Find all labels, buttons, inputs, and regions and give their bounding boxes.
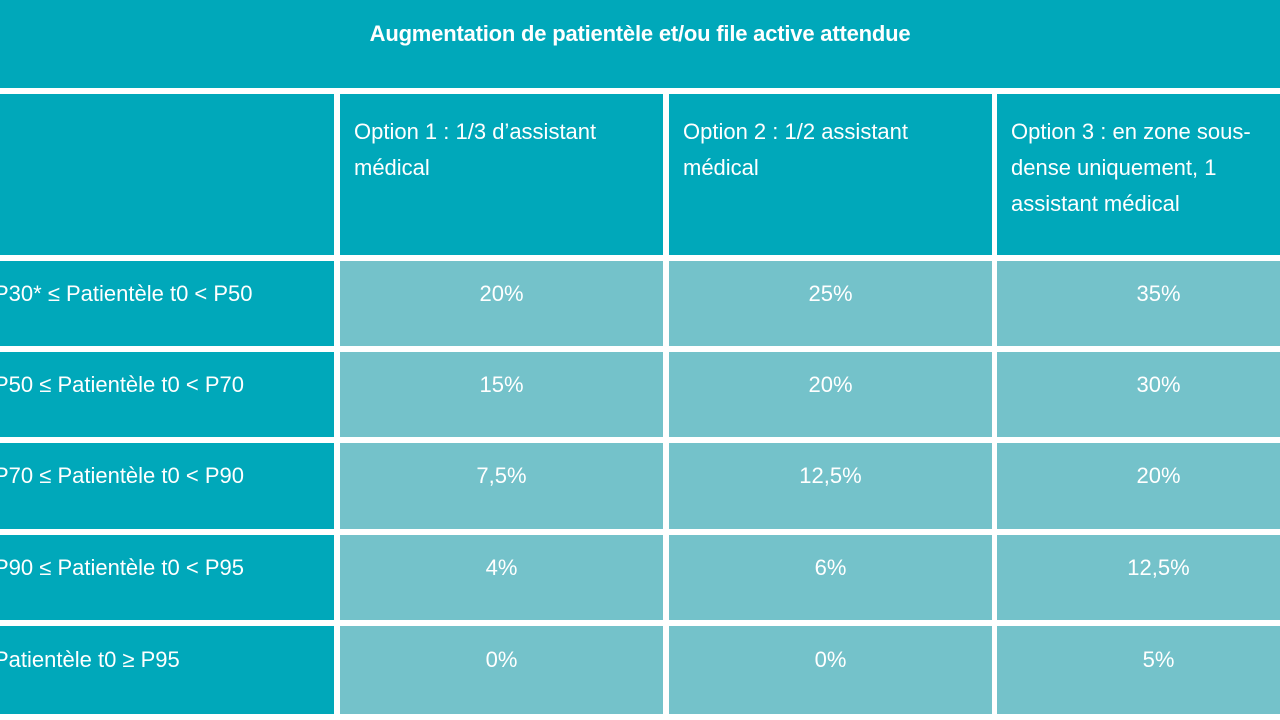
table-cell: 0% (340, 626, 663, 714)
cell-value: 0% (814, 647, 847, 672)
table-cell: 7,5% (340, 443, 663, 529)
table-cell: 20% (669, 352, 992, 437)
row-label-5: Patientèle t0 ≥ P95 (0, 626, 334, 714)
cell-value: 20% (1136, 463, 1181, 488)
cell-value: 15% (479, 371, 524, 397)
row-label-text: P70 ≤ Patientèle t0 < P90 (0, 463, 244, 488)
row-label-text: Patientèle t0 ≥ P95 (0, 647, 180, 672)
table-title: Augmentation de patientèle et/ou file ac… (369, 21, 911, 46)
cell-value: 20% (808, 371, 853, 397)
row-label-4: P90 ≤ Patientèle t0 < P95 (0, 535, 334, 620)
row-label-2: P50 ≤ Patientèle t0 < P70 (0, 352, 334, 437)
table-cell: 35% (997, 261, 1280, 346)
row-label-text: P30* ≤ Patientèle t0 < P50 (0, 280, 253, 306)
table-cell: 12,5% (997, 535, 1280, 620)
cell-value: 4% (485, 554, 518, 580)
cell-value: 30% (1136, 371, 1181, 397)
table-cell: 6% (669, 535, 992, 620)
column-header-option-2: Option 2 : 1/2 assistant médical (669, 94, 992, 255)
table-cell: 20% (340, 261, 663, 346)
table-cell: 25% (669, 261, 992, 346)
table-cell: 15% (340, 352, 663, 437)
cell-value: 35% (1136, 280, 1181, 306)
corner-header-cell (0, 94, 334, 255)
table-cell: 4% (340, 535, 663, 620)
table-cell: 20% (997, 443, 1280, 529)
row-label-1: P30* ≤ Patientèle t0 < P50 (0, 261, 334, 346)
table-cell: 0% (669, 626, 992, 714)
cell-value: 12,5% (1127, 554, 1190, 580)
column-header-option-3: Option 3 : en zone sous-dense uniquement… (997, 94, 1280, 255)
row-label-text: P90 ≤ Patientèle t0 < P95 (0, 554, 244, 580)
row-label-3: P70 ≤ Patientèle t0 < P90 (0, 443, 334, 529)
column-header-option-1: Option 1 : 1/3 d’assistant médical (340, 94, 663, 255)
cell-value: 12,5% (799, 463, 862, 488)
cell-value: 6% (814, 554, 847, 580)
cell-value: 0% (485, 647, 518, 672)
table-cell: 5% (997, 626, 1280, 714)
table-cell: 12,5% (669, 443, 992, 529)
cell-value: 25% (808, 280, 853, 306)
cell-value: 20% (479, 280, 524, 306)
table-title-bar: Augmentation de patientèle et/ou file ac… (0, 0, 1280, 88)
row-label-text: P50 ≤ Patientèle t0 < P70 (0, 371, 244, 397)
table-cell: 30% (997, 352, 1280, 437)
cell-value: 7,5% (476, 463, 527, 488)
cell-value: 5% (1142, 647, 1175, 672)
